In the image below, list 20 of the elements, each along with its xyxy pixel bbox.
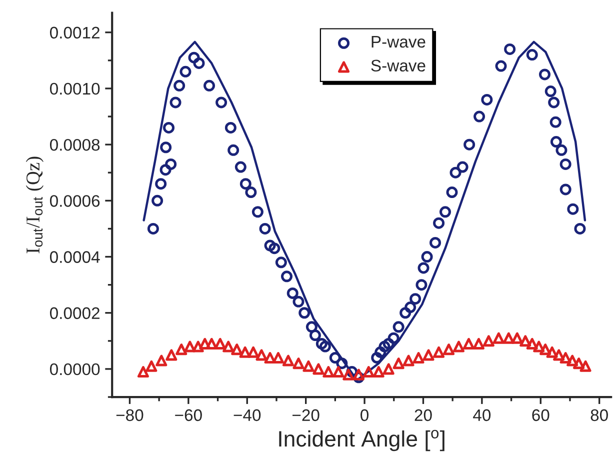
- y-tick-label: 0.0002: [50, 307, 100, 320]
- y-tick-label: 0.0004: [50, 251, 100, 263]
- x-tick-label: 0: [360, 409, 369, 422]
- x-tick-label: 40: [473, 409, 491, 422]
- y-axis-title: I$_{out}$/I$_{out}$ (Qz): [26, 156, 44, 254]
- y-tick-label: 0.0010: [50, 82, 100, 95]
- x-axis-title: Incident Angle [$^{o}$]: [279, 430, 444, 452]
- y-tick-label: 0.0006: [50, 195, 100, 207]
- x-tick-label: −20: [292, 409, 320, 422]
- x-tick-label: −60: [175, 409, 202, 422]
- x-tick-label: 60: [532, 409, 550, 422]
- legend-label: P-wave: [372, 36, 426, 48]
- legend-label: S-wave: [371, 60, 426, 72]
- y-tick-label: 0.0012: [50, 26, 100, 39]
- x-tick-label: 80: [590, 409, 608, 422]
- x-tick-label: 20: [414, 409, 432, 422]
- y-tick-label: 0.0008: [50, 138, 100, 151]
- x-tick-label: −80: [116, 409, 144, 422]
- x-tick-label: −40: [234, 409, 261, 422]
- y-tick-label: 0.0000: [50, 363, 100, 376]
